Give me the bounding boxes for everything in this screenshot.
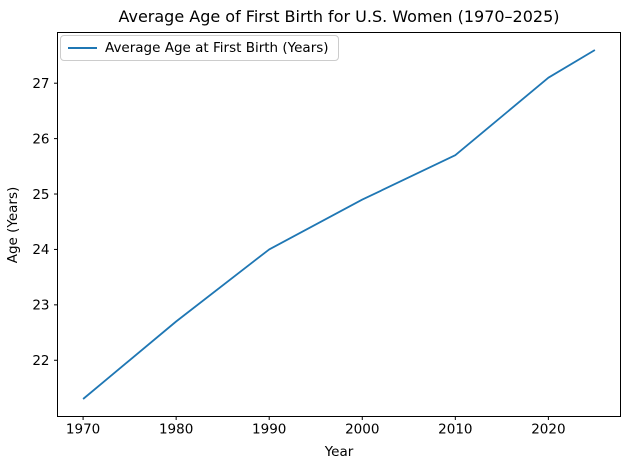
y-axis-ticks: 22 23 24 25 26 27 <box>32 76 58 369</box>
y-axis-label: Age (Years) <box>5 186 21 264</box>
x-tick-label: 2010 <box>438 422 472 438</box>
data-line <box>82 49 596 400</box>
y-tick-label: 26 <box>32 131 49 147</box>
y-tick-label: 23 <box>32 298 49 314</box>
chart-title: Average Age of First Birth for U.S. Wome… <box>118 7 560 26</box>
x-tick-label: 1970 <box>66 422 100 438</box>
y-tick-label: 22 <box>32 353 49 369</box>
y-tick-label: 25 <box>32 187 49 203</box>
x-axis-label: Year <box>324 444 354 460</box>
y-tick-label: 24 <box>32 242 49 258</box>
plot-border <box>57 32 621 417</box>
x-tick-label: 1980 <box>159 422 193 438</box>
legend-label: Average Age at First Birth (Years) <box>105 40 329 56</box>
x-tick-label: 2020 <box>531 422 565 438</box>
legend: Average Age at First Birth (Years) <box>60 35 339 61</box>
y-tick-label: 27 <box>32 76 49 92</box>
x-tick-label: 1990 <box>252 422 286 438</box>
x-tick-label: 2000 <box>345 422 379 438</box>
legend-line-sample-icon <box>68 47 97 49</box>
x-axis-ticks: 1970 1980 1990 2000 2010 2020 <box>66 416 566 438</box>
